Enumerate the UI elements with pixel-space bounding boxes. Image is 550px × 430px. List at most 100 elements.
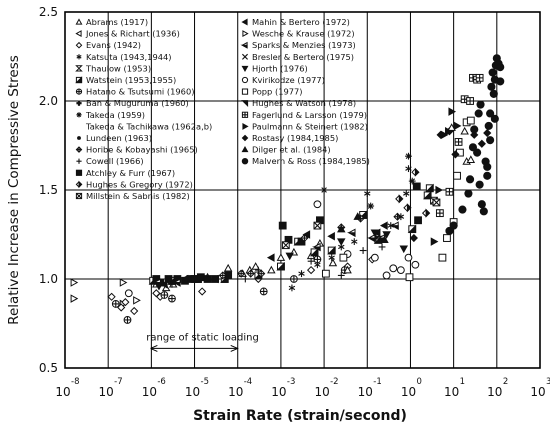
legend-label: Fagerlund & Larsson (1979) [252,110,367,120]
data-point [407,224,417,234]
data-point [328,254,335,262]
svg-text:10: 10 [228,385,243,399]
legend-label: Evans (1942) [86,40,141,50]
data-point [486,109,495,118]
svg-text:2: 2 [503,377,508,387]
svg-text:10: 10 [444,385,459,399]
data-point [405,152,412,160]
legend-entry: Atchley & Furr (1967) [75,168,175,178]
svg-text:-7: -7 [114,377,122,387]
data-point [436,130,445,139]
svg-text:-4: -4 [244,377,252,387]
data-point [396,266,405,275]
legend-label: Hughes & Gregory (1972) [86,179,193,189]
data-point [390,221,399,230]
data-point [475,180,484,189]
data-point [464,189,473,198]
data-point [302,230,311,239]
x-tick-label: 10-6 [142,377,166,399]
data-point [382,231,391,239]
svg-text:10: 10 [358,385,373,399]
data-point [466,97,474,105]
legend-label: Kvirikodze (1977) [252,75,325,85]
data-point [490,114,499,123]
data-point [453,121,462,131]
annotation-label: range of static loading [146,332,259,343]
legend-label: Lundeen (1963) [86,133,152,143]
data-point [474,109,483,118]
svg-text:10: 10 [487,385,502,399]
data-point [124,289,133,298]
svg-text:10: 10 [55,385,70,399]
data-point [306,265,316,275]
data-point [454,138,463,146]
data-point [121,298,130,307]
data-point [445,226,454,236]
legend-entry: Katsuta (1943,1944) [76,52,172,62]
data-point [251,262,260,270]
data-point [409,233,418,243]
data-point [343,265,352,274]
svg-text:-1: -1 [373,377,381,387]
data-point [496,63,505,72]
data-point [378,243,386,251]
data-point [466,116,475,125]
data-point [168,280,176,288]
data-point [447,123,456,131]
legend-entry: Watstein (1953,1955) [75,75,176,85]
data-point [483,171,492,180]
data-point [370,253,379,262]
data-point [119,278,128,287]
legend-label: Watstein (1953,1955) [86,75,176,85]
legend-entry: Fagerlund & Larsson (1979) [241,110,367,120]
legend-entry: Cowell (1966) [76,156,144,166]
data-point [117,303,126,312]
data-point [309,247,319,257]
data-point [425,183,434,193]
legend-label: Millstein & Sabnis (1982) [86,191,190,201]
x-tick-label: 100 [401,377,422,399]
data-point [198,287,207,296]
y-tick-labels: 0.5 1.0 1.5 2.0 2.5 [39,5,58,375]
data-point [364,190,371,197]
legend-label: Cowell (1966) [86,156,144,166]
legend-entry: Horibe & Kobayashi (1965) [75,145,198,155]
data-point [254,266,262,274]
legend-entry: Thaulow (1953) [75,63,151,73]
data-point [351,238,358,246]
data-point [483,128,492,138]
data-point [307,257,315,265]
data-point [408,177,416,185]
data-point [313,200,322,209]
legend: Abrams (1917) Jones & Richart (1936)Evans… [75,17,370,201]
svg-text:10: 10 [185,385,200,399]
data-points [70,54,505,324]
legend-label: Takeda & Tachikawa (1962a,b) [85,121,212,131]
svg-text:-3: -3 [287,377,295,387]
data-point [380,235,389,244]
data-point [423,190,432,200]
data-point [314,261,321,269]
data-point [298,270,305,278]
data-point [159,280,168,289]
data-point [276,253,286,261]
data-point [70,278,79,287]
data-point [367,202,375,210]
x-tick-labels: 10-810-710-610-510-410-310-210-110010110… [55,377,550,399]
data-point [257,269,266,278]
data-point [267,265,276,274]
svg-text:0: 0 [416,377,421,387]
legend-entry: Mahin & Bertero (1972) [241,17,350,27]
legend-entry: Wesche & Krause (1972) [242,29,355,39]
data-point [453,171,461,180]
legend-label: Hughes & Watson (1978) [252,98,356,108]
svg-text:10: 10 [99,385,114,399]
data-point [203,275,212,283]
legend-label: Thaulow (1953) [85,63,151,73]
data-point [387,222,394,229]
data-point [266,253,275,262]
legend-label: Takeda (1959) [85,110,145,120]
data-point [210,274,219,284]
svg-text:10: 10 [271,385,286,399]
